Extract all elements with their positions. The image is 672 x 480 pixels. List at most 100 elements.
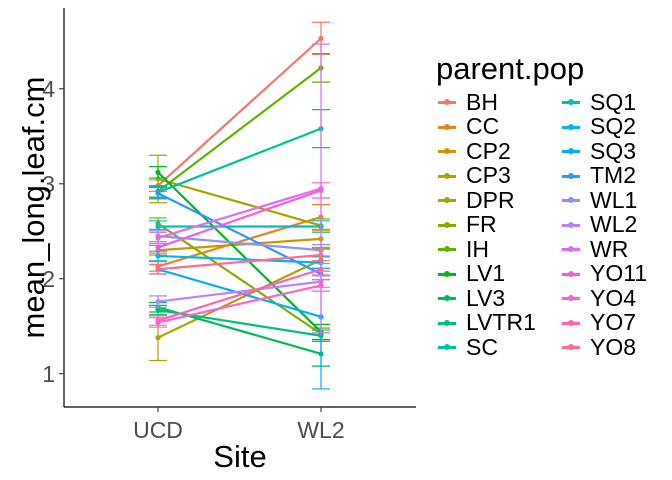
y-tick-label: 3: [42, 171, 55, 197]
legend-key-yo4: [560, 286, 582, 310]
legend-key-cp3: [436, 164, 458, 188]
line-cc: [157, 215, 322, 268]
x-tick-label: WL2: [297, 417, 344, 443]
line-bh: [157, 37, 322, 187]
series-wl2: [149, 275, 330, 308]
legend-item-lv3: LV3: [436, 284, 560, 311]
legend-item-yo7: YO7: [560, 309, 672, 335]
y-tick-label: 1: [42, 361, 55, 387]
legend-label: LV1: [466, 260, 506, 287]
line-lvtr1: [157, 309, 322, 337]
legend-column-1: BH CC CP2 CP3 DPR FR IH LV1 LV3 LVTR1 SC: [436, 88, 560, 360]
legend-key-dot: [444, 172, 450, 179]
legend-label: LV3: [466, 284, 506, 311]
x-tick-label: UCD: [133, 417, 183, 443]
legend-key-sc: [436, 335, 458, 359]
legend-item-bh: BH: [436, 88, 560, 115]
legend-key-sq3: [560, 139, 582, 163]
legend-key-sq2: [560, 115, 582, 139]
legend-key-dot: [444, 270, 450, 277]
point-yo7: [155, 317, 161, 324]
legend-key-dot: [444, 99, 450, 106]
point-wr: [155, 235, 161, 241]
legend-key-lvtr1: [436, 311, 458, 335]
legend-item-lvtr1: LVTR1: [436, 309, 560, 336]
legend-key-dot: [568, 344, 574, 351]
legend-key-yo11: [560, 262, 582, 286]
legend-label: LVTR1: [466, 309, 536, 336]
line-wr: [157, 187, 322, 239]
series-yo11: [149, 182, 330, 254]
legend-label: WR: [590, 235, 629, 262]
legend-label: TM2: [590, 162, 636, 189]
y-axis-title: mean_long.leaf.cm: [16, 77, 51, 339]
legend-item-ih: IH: [436, 236, 560, 262]
point-yo8: [155, 266, 161, 272]
legend-label: WL2: [590, 211, 638, 238]
legend-key-tm2: [560, 164, 582, 188]
legend-label: DPR: [466, 186, 515, 213]
legend-label: BH: [466, 88, 498, 115]
legend-key-dot: [444, 344, 450, 351]
legend-item-sq2: SQ2: [560, 113, 672, 139]
legend-item-sq1: SQ1: [560, 88, 672, 115]
point-wl2: [155, 298, 161, 305]
legend-item-yo11: YO11: [560, 260, 672, 286]
legend-label: YO4: [590, 284, 637, 311]
line-yo11: [157, 189, 322, 249]
legend-label: FR: [466, 211, 497, 238]
legend-key-wl2: [560, 213, 582, 237]
legend-item-cp2: CP2: [436, 137, 560, 164]
line-dpr: [157, 177, 322, 227]
legend-key-ih: [436, 237, 458, 261]
line-ih: [157, 66, 322, 193]
legend-key-yo7: [560, 311, 582, 335]
legend-key-dot: [568, 246, 574, 253]
series-yo7: [149, 262, 330, 326]
line-cp2: [157, 237, 322, 252]
legend-item-fr: FR: [436, 211, 560, 238]
legend-column-2: SQ1 SQ2 SQ3 TM2 WL1 WL2 WR YO11 YO4 YO7 YO8: [560, 88, 672, 360]
legend-label: CP2: [466, 137, 511, 164]
point-sq2: [155, 253, 161, 259]
series-yo4: [149, 279, 330, 328]
legend-key-dot: [568, 270, 574, 277]
line-wl2: [157, 280, 322, 303]
legend-item-yo8: YO8: [560, 333, 672, 360]
series-yo8: [149, 248, 330, 275]
point-lvtr1: [155, 307, 161, 313]
legend-item-lv1: LV1: [436, 260, 560, 287]
legend-item-cc: CC: [436, 113, 560, 139]
legend-label: SQ1: [590, 88, 637, 115]
line-lv1: [157, 171, 322, 333]
legend-label: YO8: [590, 333, 637, 360]
legend-key-dot: [568, 221, 574, 228]
y-tick-label: 2: [42, 266, 55, 292]
legend-key-dpr: [436, 188, 458, 212]
legend-key-fr: [436, 213, 458, 237]
point-sq1: [155, 223, 161, 230]
legend-item-wr: WR: [560, 235, 672, 262]
legend-key-dot: [568, 197, 574, 204]
x-axis-title: Site: [213, 439, 266, 474]
point-bh: [318, 35, 324, 42]
legend-key-dot: [444, 319, 450, 326]
legend-key-dot: [444, 148, 450, 155]
legend-key-dot: [444, 221, 450, 228]
legend-item-yo4: YO4: [560, 284, 672, 311]
legend-key-dot: [568, 319, 574, 326]
legend-key-dot: [568, 148, 574, 155]
legend-key-lv3: [436, 286, 458, 310]
legend-key-cp2: [436, 139, 458, 163]
legend-item-tm2: TM2: [560, 162, 672, 189]
series-ih: [149, 52, 330, 198]
point-lv1: [155, 169, 161, 175]
legend-columns: BH CC CP2 CP3 DPR FR IH LV1 LV3 LVTR1 SC SQ1 SQ2 SQ3…: [436, 88, 672, 360]
line-yo4: [157, 284, 322, 324]
point-yo11: [155, 244, 161, 250]
point-tm2: [155, 190, 161, 196]
legend-key-dot: [568, 123, 574, 130]
line-yo7: [157, 268, 322, 322]
